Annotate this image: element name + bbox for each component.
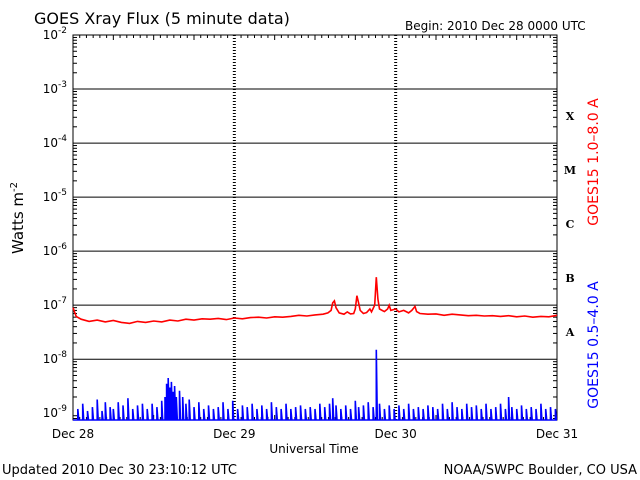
gridlines — [73, 35, 557, 420]
x-tick-label: Dec 28 — [52, 427, 94, 441]
x-tick-label: Dec 29 — [213, 427, 255, 441]
x-axis-ticks: Dec 28 Dec 29 Dec 30 Dec 31 — [52, 35, 578, 441]
y-tick-label: 10-3 — [43, 80, 67, 96]
data-series — [72, 277, 558, 421]
begin-label: Begin: 2010 Dec 28 0000 UTC — [405, 19, 586, 33]
y-tick-label: 10-6 — [43, 242, 68, 258]
flare-class-x: X — [566, 110, 575, 123]
y-tick-label: 10-7 — [43, 296, 67, 312]
y-tick-label: 10-4 — [43, 134, 68, 150]
flare-class-labels: X M C B A — [564, 110, 576, 339]
y-tick-label: 10-2 — [43, 26, 67, 42]
plot-frame — [72, 34, 558, 421]
legend-long-wavelength: GOES15 1.0–8.0 A — [586, 98, 602, 226]
y-axis-label: Watts m-2 — [9, 182, 27, 254]
series-short-wavelength-line — [73, 349, 558, 421]
series-long-wavelength-line — [72, 277, 558, 325]
legend-short-wavelength: GOES15 0.5–4.0 A — [586, 281, 602, 409]
x-axis-label: Universal Time — [269, 442, 358, 456]
flare-class-m: M — [564, 164, 576, 177]
y-tick-label: 10-8 — [43, 350, 68, 366]
flare-class-c: C — [566, 218, 575, 231]
chart-title: GOES Xray Flux (5 minute data) — [34, 9, 290, 28]
updated-timestamp: Updated 2010 Dec 30 23:10:12 UTC — [2, 463, 237, 478]
flare-class-b: B — [565, 272, 574, 285]
flare-class-a: A — [565, 326, 575, 339]
x-tick-label: Dec 31 — [536, 427, 578, 441]
x-tick-label: Dec 30 — [375, 427, 417, 441]
y-axis-ticks: 10-2 10-3 10-4 10-5 10-6 10-7 10-8 10-9 — [43, 26, 557, 420]
credit-label: NOAA/SWPC Boulder, CO USA — [444, 463, 637, 478]
y-tick-label: 10-9 — [43, 404, 68, 420]
y-tick-label: 10-5 — [43, 188, 67, 204]
